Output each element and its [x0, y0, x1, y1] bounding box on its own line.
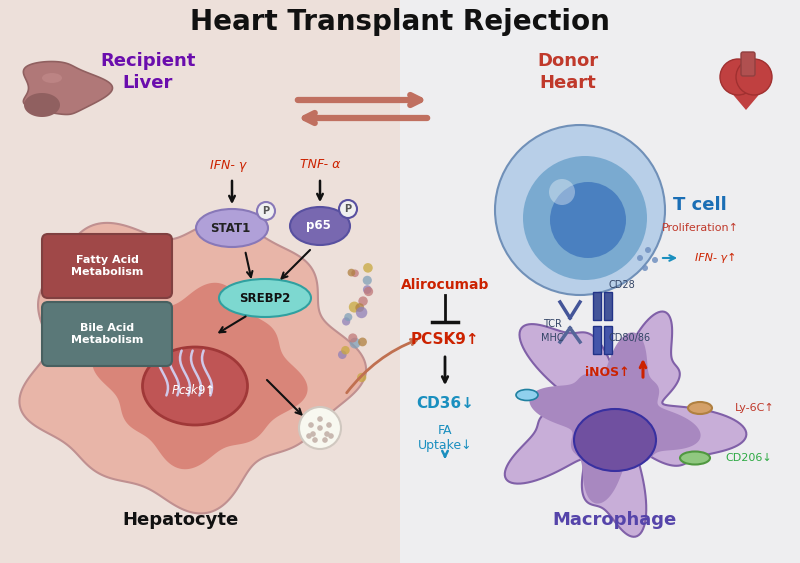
- Circle shape: [348, 333, 358, 342]
- Text: FA: FA: [438, 423, 452, 436]
- Circle shape: [642, 265, 648, 271]
- Circle shape: [339, 200, 357, 218]
- Circle shape: [645, 247, 651, 253]
- Text: iNOS↑: iNOS↑: [585, 367, 630, 379]
- Text: Bile Acid
Metabolism: Bile Acid Metabolism: [71, 323, 143, 345]
- Text: STAT1: STAT1: [210, 221, 250, 235]
- Text: TCR: TCR: [542, 319, 562, 329]
- Circle shape: [495, 125, 665, 295]
- Text: IFN- γ↑: IFN- γ↑: [695, 253, 737, 263]
- Text: TNF- α: TNF- α: [300, 159, 340, 172]
- Ellipse shape: [680, 452, 710, 464]
- Circle shape: [322, 437, 328, 443]
- Polygon shape: [530, 332, 701, 503]
- Circle shape: [358, 338, 367, 346]
- Text: p65: p65: [306, 220, 330, 233]
- Circle shape: [349, 302, 360, 312]
- Circle shape: [312, 437, 318, 443]
- FancyBboxPatch shape: [593, 292, 601, 320]
- Circle shape: [308, 422, 314, 428]
- Circle shape: [317, 425, 323, 431]
- Polygon shape: [93, 283, 307, 469]
- Circle shape: [257, 202, 275, 220]
- Text: Hepatocyte: Hepatocyte: [122, 511, 238, 529]
- Circle shape: [341, 346, 350, 355]
- Ellipse shape: [219, 279, 311, 317]
- Circle shape: [299, 407, 341, 449]
- Text: Proliferation↑: Proliferation↑: [662, 223, 738, 233]
- Circle shape: [550, 182, 626, 258]
- Text: Donor
Heart: Donor Heart: [538, 52, 598, 92]
- Circle shape: [363, 285, 372, 294]
- Ellipse shape: [42, 73, 62, 83]
- Text: SREBP2: SREBP2: [239, 292, 290, 305]
- Polygon shape: [19, 221, 366, 513]
- Text: IFN- γ: IFN- γ: [210, 159, 246, 172]
- Text: Macrophage: Macrophage: [553, 511, 677, 529]
- Circle shape: [338, 350, 346, 359]
- Text: P: P: [345, 204, 351, 214]
- Polygon shape: [23, 61, 113, 114]
- Ellipse shape: [290, 207, 350, 245]
- Circle shape: [356, 307, 367, 318]
- FancyBboxPatch shape: [604, 292, 612, 320]
- FancyBboxPatch shape: [593, 326, 601, 354]
- Circle shape: [344, 313, 352, 321]
- Circle shape: [358, 296, 368, 306]
- Polygon shape: [724, 84, 768, 110]
- FancyBboxPatch shape: [42, 234, 172, 298]
- Circle shape: [362, 276, 372, 285]
- Circle shape: [310, 431, 316, 437]
- Circle shape: [351, 270, 359, 277]
- Circle shape: [342, 318, 350, 325]
- Text: Uptake↓: Uptake↓: [418, 439, 472, 452]
- FancyBboxPatch shape: [400, 0, 800, 563]
- Text: Recipient
Liver: Recipient Liver: [100, 52, 196, 92]
- Text: CD206↓: CD206↓: [725, 453, 772, 463]
- Circle shape: [317, 416, 323, 422]
- Circle shape: [357, 373, 366, 382]
- Ellipse shape: [196, 209, 268, 247]
- Ellipse shape: [516, 390, 538, 400]
- FancyBboxPatch shape: [0, 0, 400, 563]
- Circle shape: [326, 422, 332, 428]
- Text: MHC: MHC: [541, 333, 563, 343]
- Text: Alirocumab: Alirocumab: [401, 278, 489, 292]
- Text: PCSK9↑: PCSK9↑: [410, 333, 479, 347]
- Ellipse shape: [142, 347, 247, 425]
- Text: Fatty Acid
Metabolism: Fatty Acid Metabolism: [71, 255, 143, 277]
- Circle shape: [355, 303, 364, 312]
- Text: Ly-6C↑: Ly-6C↑: [735, 403, 774, 413]
- Circle shape: [324, 431, 330, 437]
- Polygon shape: [24, 93, 60, 117]
- Ellipse shape: [574, 409, 656, 471]
- Text: CD36↓: CD36↓: [416, 396, 474, 412]
- Ellipse shape: [688, 402, 712, 414]
- Polygon shape: [505, 311, 746, 537]
- Circle shape: [364, 287, 373, 296]
- Circle shape: [549, 179, 575, 205]
- FancyBboxPatch shape: [604, 326, 612, 354]
- FancyBboxPatch shape: [42, 302, 172, 366]
- Text: CD80/86: CD80/86: [609, 333, 651, 343]
- FancyBboxPatch shape: [741, 52, 755, 76]
- Circle shape: [350, 338, 361, 348]
- Circle shape: [347, 269, 355, 276]
- Circle shape: [720, 59, 756, 95]
- Text: P: P: [262, 206, 270, 216]
- Text: Heart Transplant Rejection: Heart Transplant Rejection: [190, 8, 610, 36]
- Circle shape: [363, 263, 373, 272]
- Text: $\it{Pcsk9}$↑: $\it{Pcsk9}$↑: [171, 383, 214, 397]
- Circle shape: [523, 156, 647, 280]
- Circle shape: [652, 257, 658, 263]
- Circle shape: [637, 255, 643, 261]
- Text: CD28: CD28: [609, 280, 635, 290]
- Text: T cell: T cell: [673, 196, 727, 214]
- Circle shape: [328, 433, 334, 439]
- Circle shape: [736, 59, 772, 95]
- Circle shape: [306, 433, 312, 439]
